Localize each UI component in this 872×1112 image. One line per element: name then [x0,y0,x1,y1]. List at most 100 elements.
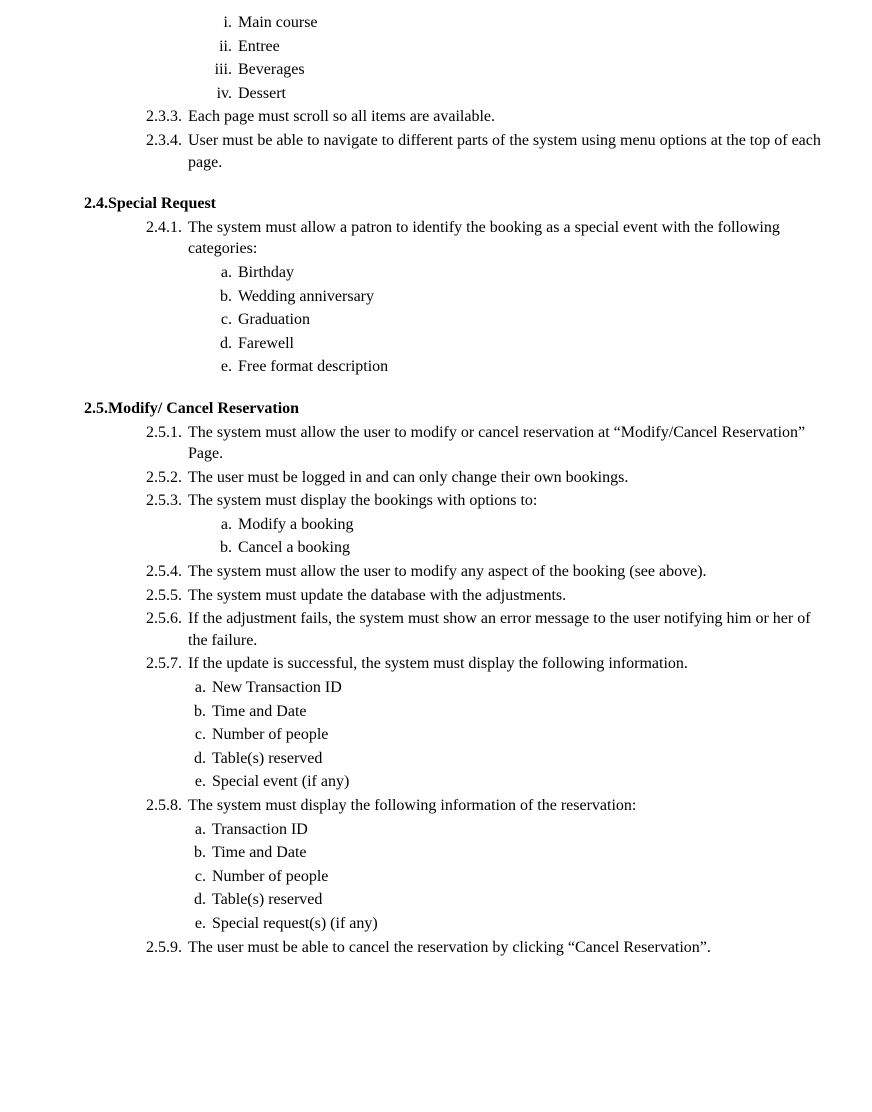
list-text: Graduation [232,309,834,331]
list-marker: 2.3.4. [130,130,182,152]
list-marker: iii. [190,59,232,81]
list-item: i. Main course [190,12,834,34]
list-text: Table(s) reserved [206,748,834,770]
list-marker: e. [214,356,232,378]
list-text: Each page must scroll so all items are a… [182,106,834,128]
list-text: Modify a booking [232,514,834,536]
list-text: Special event (if any) [206,771,834,793]
list-marker: 2.5.6. [130,608,182,630]
list-text: Number of people [206,724,834,746]
list-marker: e. [188,913,206,935]
list-item: e. Free format description [214,356,834,378]
list-marker: c. [214,309,232,331]
list-marker: 2.5.1. [130,422,182,444]
list-marker: b. [188,701,206,723]
list-marker: iv. [190,83,232,105]
list-marker: e. [188,771,206,793]
list-item: 2.5.1. The system must allow the user to… [130,422,834,465]
list-marker: c. [188,866,206,888]
list-marker: d. [214,333,232,355]
list-text: Dessert [232,83,834,105]
list-item: a. Modify a booking [214,514,834,536]
list-text: Main course [232,12,834,34]
list-marker: 2.5.2. [130,467,182,489]
list-item: iii. Beverages [190,59,834,81]
list-item: c. Number of people [188,724,834,746]
list-item: a. Birthday [214,262,834,284]
page: i. Main course ii. Entree iii. Beverages… [0,0,872,1112]
list-text: Wedding anniversary [232,286,834,308]
list-text: Time and Date [206,842,834,864]
section-heading: 2.4. Special Request [74,193,834,215]
list-item: 2.3.3. Each page must scroll so all item… [130,106,834,128]
list-text: The system must allow the user to modify… [182,561,834,583]
list-item: c. Graduation [214,309,834,331]
list-marker: d. [188,748,206,770]
list-marker: 2.5.3. [130,490,182,512]
list-text: The system must allow a patron to identi… [182,217,834,260]
list-item: b. Cancel a booking [214,537,834,559]
list-item: e. Special event (if any) [188,771,834,793]
list-text: Number of people [206,866,834,888]
list-marker: 2.3.3. [130,106,182,128]
section-heading: 2.5. Modify/ Cancel Reservation [74,398,834,420]
list-item: 2.5.7. If the update is successful, the … [130,653,834,675]
list-text: Time and Date [206,701,834,723]
list-marker: 2.4.1. [130,217,182,239]
list-text: The system must display the bookings wit… [182,490,834,512]
list-item: 2.5.8. The system must display the follo… [130,795,834,817]
list-marker: i. [190,12,232,34]
list-marker: a. [188,819,206,841]
list-text: Transaction ID [206,819,834,841]
list-item: 2.5.5. The system must update the databa… [130,585,834,607]
list-text: The system must update the database with… [182,585,834,607]
list-item: e. Special request(s) (if any) [188,913,834,935]
list-item: 2.4.1. The system must allow a patron to… [130,217,834,260]
list-text: The user must be logged in and can only … [182,467,834,489]
section-number: 2.4. [74,193,108,215]
list-item: c. Number of people [188,866,834,888]
list-marker: 2.5.4. [130,561,182,583]
list-item: a. New Transaction ID [188,677,834,699]
list-text: The system must allow the user to modify… [182,422,834,465]
list-marker: d. [188,889,206,911]
section-title: Special Request [108,193,834,215]
list-marker: c. [188,724,206,746]
list-marker: 2.5.8. [130,795,182,817]
list-marker: b. [188,842,206,864]
list-item: 2.5.6. If the adjustment fails, the syst… [130,608,834,651]
list-text: The user must be able to cancel the rese… [182,937,834,959]
list-text: The system must display the following in… [182,795,834,817]
list-text: If the adjustment fails, the system must… [182,608,834,651]
list-marker: a. [214,514,232,536]
section-title: Modify/ Cancel Reservation [108,398,834,420]
list-item: b. Wedding anniversary [214,286,834,308]
list-marker: a. [188,677,206,699]
list-item: iv. Dessert [190,83,834,105]
list-text: Farewell [232,333,834,355]
list-marker: 2.5.9. [130,937,182,959]
list-item: d. Table(s) reserved [188,748,834,770]
list-item: d. Farewell [214,333,834,355]
list-text: If the update is successful, the system … [182,653,834,675]
list-marker: b. [214,537,232,559]
list-text: Table(s) reserved [206,889,834,911]
list-text: Special request(s) (if any) [206,913,834,935]
list-marker: b. [214,286,232,308]
list-item: ii. Entree [190,36,834,58]
list-item: 2.5.2. The user must be logged in and ca… [130,467,834,489]
list-text: Beverages [232,59,834,81]
list-text: New Transaction ID [206,677,834,699]
list-text: Birthday [232,262,834,284]
list-item: 2.5.4. The system must allow the user to… [130,561,834,583]
list-item: 2.5.3. The system must display the booki… [130,490,834,512]
list-marker: 2.5.5. [130,585,182,607]
list-text: Free format description [232,356,834,378]
list-item: 2.5.9. The user must be able to cancel t… [130,937,834,959]
list-marker: a. [214,262,232,284]
list-text: Cancel a booking [232,537,834,559]
list-item: b. Time and Date [188,842,834,864]
list-text: Entree [232,36,834,58]
section-number: 2.5. [74,398,108,420]
list-item: b. Time and Date [188,701,834,723]
